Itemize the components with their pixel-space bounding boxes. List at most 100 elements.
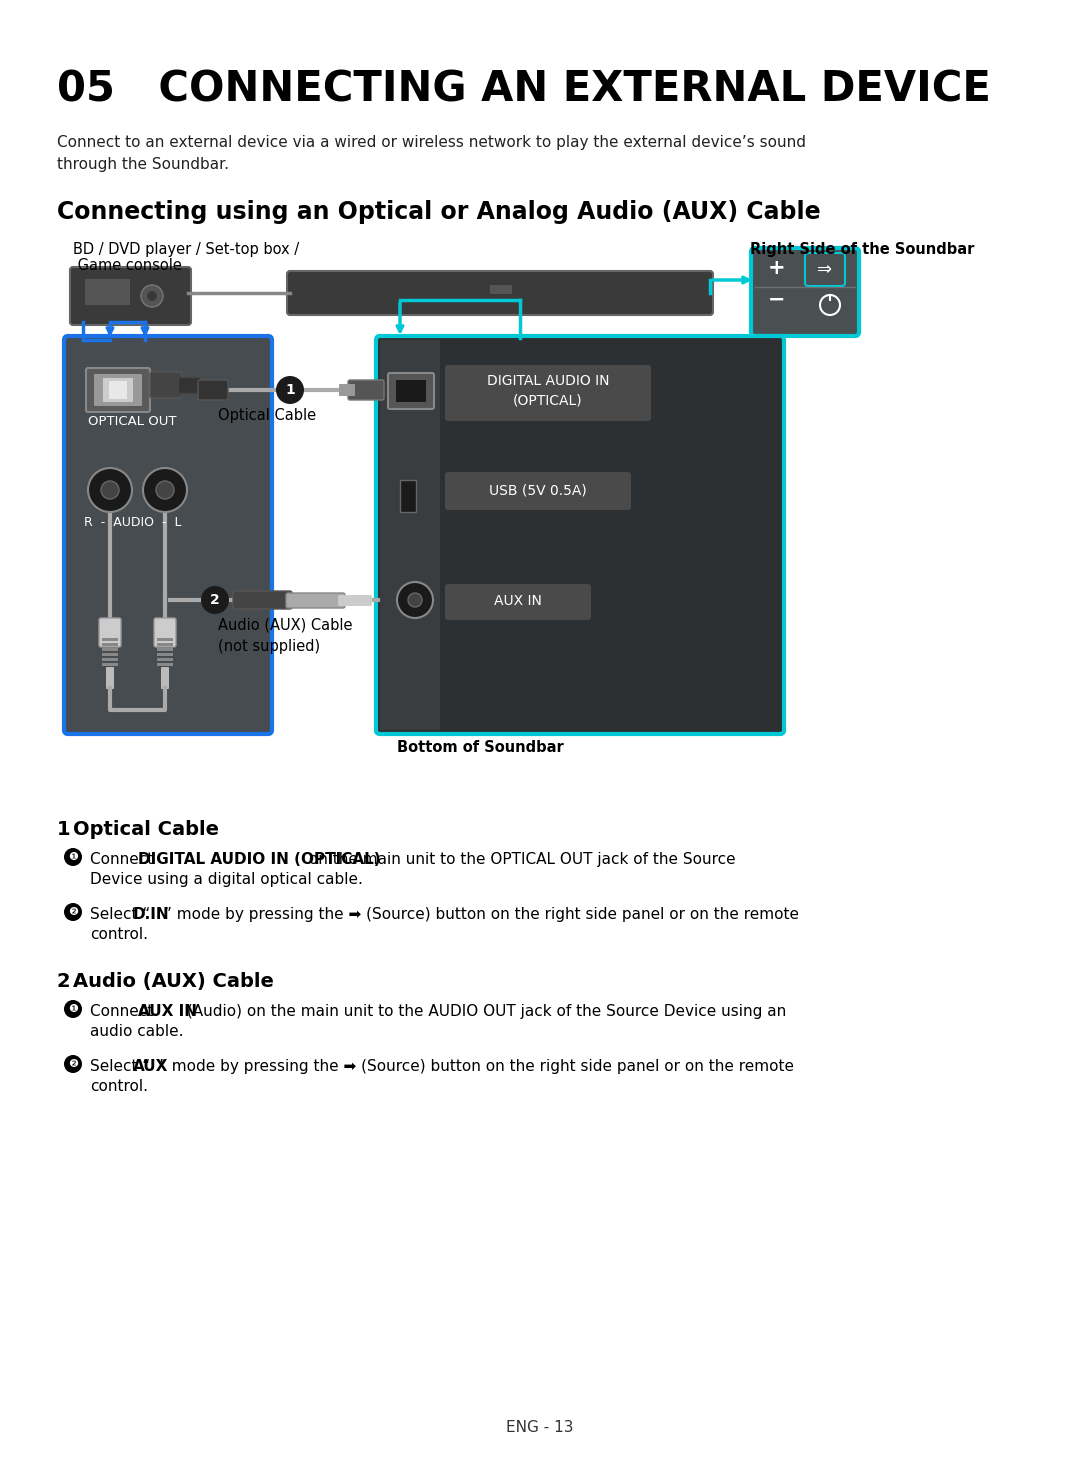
- Circle shape: [820, 294, 840, 315]
- Bar: [157, 658, 173, 661]
- FancyBboxPatch shape: [338, 595, 372, 606]
- FancyBboxPatch shape: [287, 271, 713, 315]
- Circle shape: [276, 376, 303, 404]
- Circle shape: [143, 467, 187, 512]
- FancyBboxPatch shape: [154, 618, 176, 646]
- FancyBboxPatch shape: [99, 618, 121, 646]
- Text: Connect to an external device via a wired or wireless network to play the extern: Connect to an external device via a wire…: [57, 135, 806, 172]
- Text: 05   CONNECTING AN EXTERNAL DEVICE: 05 CONNECTING AN EXTERNAL DEVICE: [57, 68, 990, 109]
- Text: 1: 1: [57, 819, 70, 839]
- FancyBboxPatch shape: [161, 667, 168, 689]
- Text: ⇒: ⇒: [818, 260, 833, 280]
- Text: D.IN: D.IN: [133, 907, 170, 921]
- Text: DIGITAL AUDIO IN
(OPTICAL): DIGITAL AUDIO IN (OPTICAL): [487, 374, 609, 408]
- Bar: [157, 654, 173, 657]
- Text: USB (5V 0.5A): USB (5V 0.5A): [489, 484, 586, 497]
- Bar: [103, 379, 133, 402]
- Circle shape: [156, 481, 174, 498]
- Bar: [157, 643, 173, 646]
- Text: Connect: Connect: [90, 852, 158, 867]
- Bar: [102, 658, 118, 661]
- Text: +: +: [768, 257, 785, 278]
- FancyBboxPatch shape: [445, 584, 591, 620]
- Text: 2: 2: [211, 593, 220, 606]
- Text: control.: control.: [90, 927, 148, 942]
- Text: ENG - 13: ENG - 13: [507, 1420, 573, 1435]
- Circle shape: [64, 904, 82, 921]
- FancyBboxPatch shape: [64, 336, 272, 734]
- Bar: [400, 481, 416, 512]
- Text: (Audio) on the main unit to the AUDIO OUT jack of the Source Device using an: (Audio) on the main unit to the AUDIO OU…: [183, 1004, 786, 1019]
- Text: Connecting using an Optical or Analog Audio (AUX) Cable: Connecting using an Optical or Analog Au…: [57, 200, 821, 223]
- Text: Audio (AUX) Cable: Audio (AUX) Cable: [73, 972, 274, 991]
- FancyBboxPatch shape: [751, 248, 859, 336]
- FancyBboxPatch shape: [150, 373, 183, 398]
- Bar: [102, 663, 118, 666]
- FancyBboxPatch shape: [388, 373, 434, 410]
- Circle shape: [141, 285, 163, 308]
- Bar: [157, 648, 173, 651]
- Bar: [380, 340, 440, 731]
- Text: Device using a digital optical cable.: Device using a digital optical cable.: [90, 873, 363, 887]
- Circle shape: [87, 467, 132, 512]
- Text: Optical Cable: Optical Cable: [218, 408, 316, 423]
- Circle shape: [64, 1055, 82, 1072]
- Bar: [102, 654, 118, 657]
- Text: Game console: Game console: [73, 257, 181, 274]
- FancyBboxPatch shape: [286, 593, 345, 608]
- Bar: [178, 377, 200, 393]
- Bar: [157, 637, 173, 640]
- Bar: [109, 382, 127, 399]
- Text: ” mode by pressing the ➡ (Source) button on the right side panel or on the remot: ” mode by pressing the ➡ (Source) button…: [164, 907, 799, 921]
- Bar: [490, 285, 512, 294]
- Bar: [102, 637, 118, 640]
- FancyBboxPatch shape: [339, 385, 355, 396]
- Text: on the main unit to the OPTICAL OUT jack of the Source: on the main unit to the OPTICAL OUT jack…: [303, 852, 735, 867]
- Text: audio cable.: audio cable.: [90, 1023, 184, 1040]
- Text: Audio (AUX) Cable
(not supplied): Audio (AUX) Cable (not supplied): [218, 618, 352, 654]
- Text: ❶: ❶: [68, 852, 78, 862]
- Text: Bottom of Soundbar: Bottom of Soundbar: [396, 740, 564, 754]
- Text: control.: control.: [90, 1080, 148, 1094]
- Text: Connect: Connect: [90, 1004, 158, 1019]
- Circle shape: [64, 847, 82, 867]
- FancyBboxPatch shape: [106, 667, 114, 689]
- Circle shape: [64, 1000, 82, 1018]
- Bar: [102, 648, 118, 651]
- FancyBboxPatch shape: [233, 592, 292, 609]
- Text: −: −: [768, 290, 785, 311]
- Text: Select “: Select “: [90, 1059, 150, 1074]
- Text: DIGITAL AUDIO IN (OPTICAL): DIGITAL AUDIO IN (OPTICAL): [138, 852, 380, 867]
- Circle shape: [147, 291, 157, 302]
- FancyBboxPatch shape: [70, 268, 191, 325]
- FancyBboxPatch shape: [445, 472, 631, 510]
- Text: Optical Cable: Optical Cable: [73, 819, 219, 839]
- Text: AUX IN: AUX IN: [494, 595, 542, 608]
- Text: AUX: AUX: [133, 1059, 168, 1074]
- Text: ” mode by pressing the ➡ (Source) button on the right side panel or on the remot: ” mode by pressing the ➡ (Source) button…: [159, 1059, 794, 1074]
- Text: BD / DVD player / Set-top box /: BD / DVD player / Set-top box /: [73, 243, 299, 257]
- FancyBboxPatch shape: [94, 374, 141, 407]
- Bar: [85, 280, 130, 305]
- FancyBboxPatch shape: [805, 253, 845, 285]
- Text: AUX IN: AUX IN: [138, 1004, 197, 1019]
- Text: ❷: ❷: [68, 907, 78, 917]
- Text: OPTICAL OUT: OPTICAL OUT: [87, 416, 176, 427]
- FancyBboxPatch shape: [198, 380, 228, 399]
- Bar: [157, 663, 173, 666]
- Text: Select “: Select “: [90, 907, 150, 921]
- FancyBboxPatch shape: [86, 368, 150, 413]
- Bar: [102, 643, 118, 646]
- Bar: [396, 380, 426, 402]
- Circle shape: [201, 586, 229, 614]
- FancyBboxPatch shape: [376, 336, 784, 734]
- Text: Right Side of the Soundbar: Right Side of the Soundbar: [750, 243, 974, 257]
- Text: R  -  AUDIO  -  L: R - AUDIO - L: [84, 516, 181, 529]
- Circle shape: [408, 593, 422, 606]
- Circle shape: [397, 583, 433, 618]
- FancyBboxPatch shape: [348, 380, 384, 399]
- Text: 1: 1: [285, 383, 295, 396]
- Text: ❷: ❷: [68, 1059, 78, 1069]
- Text: ❶: ❶: [68, 1004, 78, 1015]
- Circle shape: [102, 481, 119, 498]
